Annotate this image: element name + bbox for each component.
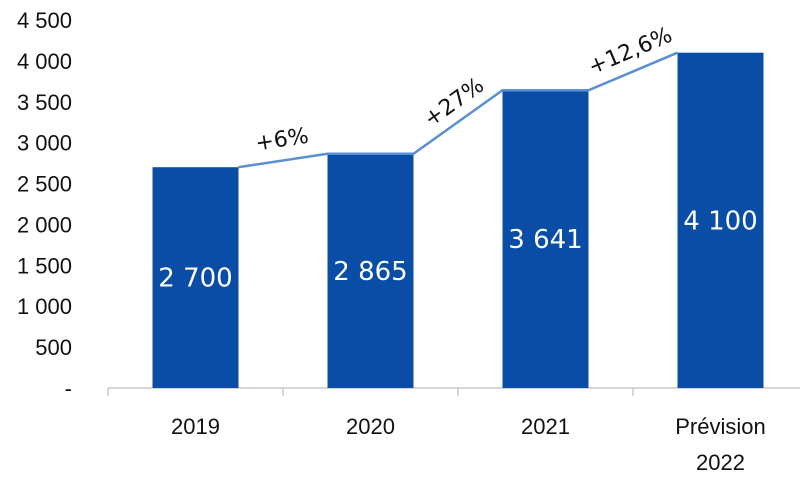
y-axis: - 500 1 000 1 500 2 000 2 500 3 000 3 500 4 000 4… (17, 8, 72, 401)
growth-labels: +6%+27%+12,6% (254, 23, 676, 157)
y-tick-label: 2 500 (17, 172, 72, 197)
x-axis: 2019 2020 2021 Prévision 2022 (107, 387, 800, 475)
x-category-label: Prévision (675, 414, 765, 439)
bar (677, 52, 764, 388)
x-category-label: 2020 (346, 414, 395, 439)
y-tick-label: 1 500 (17, 253, 72, 278)
y-tick-label: 1 000 (17, 294, 72, 319)
bar-value-label: 3 641 (508, 225, 582, 255)
bar-value-label: 2 700 (158, 264, 232, 294)
y-tick-label: 4 500 (17, 8, 72, 33)
y-tick-label: 3 500 (17, 90, 72, 115)
bar (502, 90, 589, 389)
bars (152, 52, 764, 389)
x-category-label: 2022 (696, 450, 745, 475)
bar-value-label: 2 865 (333, 257, 407, 287)
bar (152, 167, 239, 388)
trend-line (238, 51, 678, 169)
growth-label: +6% (254, 124, 310, 157)
bar-value-label: 4 100 (683, 206, 757, 236)
y-tick-label: - (65, 376, 72, 401)
y-tick-label: 500 (35, 335, 72, 360)
x-category-label: 2021 (521, 414, 570, 439)
y-tick-label: 4 000 (17, 49, 72, 74)
bar-value-labels: 2 700 2 865 3 641 4 100 (158, 206, 757, 293)
y-tick-label: 2 000 (17, 212, 72, 237)
bar (327, 153, 414, 388)
trend-polyline (238, 51, 678, 169)
y-tick-label: 3 000 (17, 131, 72, 156)
x-category-label: 2019 (171, 414, 220, 439)
